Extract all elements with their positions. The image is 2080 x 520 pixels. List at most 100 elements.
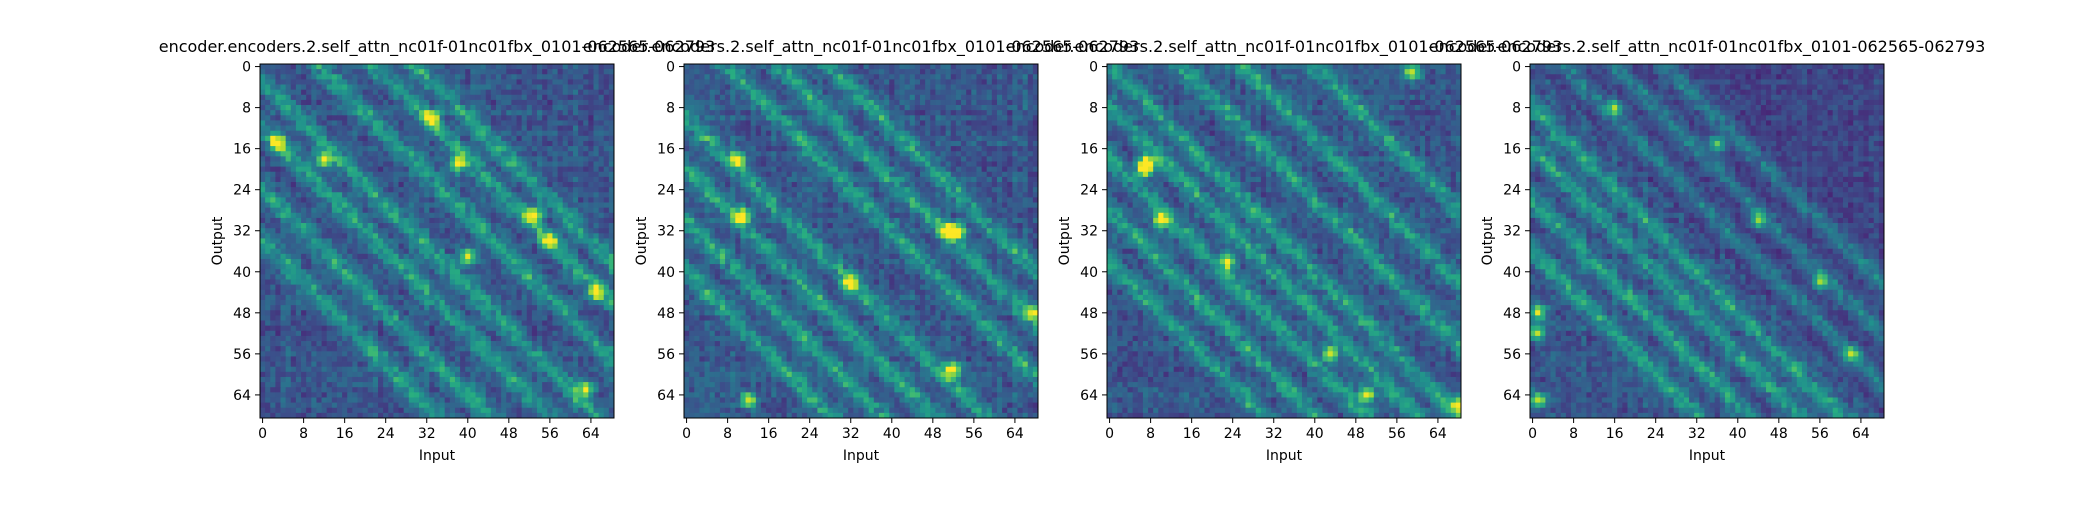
heatmap-cell <box>583 284 589 291</box>
heatmap-cell <box>557 166 564 173</box>
heatmap-cell <box>449 361 456 368</box>
heatmap-cell <box>280 412 287 419</box>
heatmap-cell <box>336 125 343 132</box>
heatmap-cell <box>506 202 512 209</box>
heatmap-cell <box>388 130 394 137</box>
heatmap-cell <box>403 94 410 101</box>
heatmap-cell <box>490 146 497 152</box>
heatmap-cell <box>372 125 379 132</box>
heatmap-cell <box>403 120 410 126</box>
heatmap-cell <box>583 146 589 152</box>
heatmap-cell <box>460 89 466 96</box>
heatmap-cell <box>526 223 533 229</box>
heatmap-cell <box>408 300 415 306</box>
heatmap-cell <box>537 392 543 398</box>
heatmap-cell <box>331 392 338 398</box>
heatmap-cell <box>290 84 297 91</box>
heatmap-cell <box>588 284 594 291</box>
heatmap-cell <box>275 197 281 203</box>
heatmap-cell <box>562 346 569 352</box>
heatmap-cell <box>306 392 312 398</box>
heatmap-cell <box>378 79 384 85</box>
heatmap-cell <box>537 305 543 311</box>
heatmap-cell <box>598 356 605 362</box>
heatmap-cell <box>439 325 446 332</box>
heatmap-cell <box>593 125 600 132</box>
heatmap-cell <box>583 294 589 301</box>
heatmap-cell <box>362 341 369 347</box>
heatmap-cell <box>378 156 384 162</box>
heatmap-cell <box>367 366 374 373</box>
heatmap-cell <box>393 166 399 173</box>
heatmap-cell <box>367 130 374 137</box>
heatmap-cell <box>557 135 564 142</box>
heatmap-cell <box>357 202 364 209</box>
heatmap-cell <box>290 407 297 414</box>
heatmap-cell <box>434 294 440 301</box>
heatmap-cell <box>526 79 533 85</box>
heatmap-cell <box>603 325 610 332</box>
heatmap-cell <box>321 110 328 116</box>
heatmap-cell <box>429 223 435 229</box>
heatmap-cell <box>383 171 389 178</box>
heatmap-cell <box>598 202 605 209</box>
heatmap-cell <box>480 376 487 383</box>
heatmap-cell <box>588 151 594 157</box>
heatmap-cell <box>331 187 338 193</box>
heatmap-cell <box>413 105 420 111</box>
heatmap-cell <box>321 99 328 106</box>
heatmap-cell <box>311 146 317 152</box>
heatmap-cell <box>567 212 574 219</box>
heatmap-cell <box>578 361 584 368</box>
heatmap-cell <box>326 238 333 244</box>
heatmap-cell <box>424 325 430 332</box>
heatmap-cell <box>408 156 415 162</box>
heatmap-cell <box>413 294 420 301</box>
heatmap-cell <box>480 325 487 332</box>
heatmap-cell <box>521 140 528 147</box>
heatmap-cell <box>270 284 276 291</box>
heatmap-cell <box>496 207 502 214</box>
heatmap-cell <box>285 335 292 342</box>
heatmap-cell <box>521 130 528 137</box>
heatmap-cell <box>583 248 589 255</box>
heatmap-cell <box>321 166 328 173</box>
heatmap-cell <box>311 248 317 255</box>
heatmap-cell <box>470 366 476 373</box>
heatmap-cell <box>444 156 451 162</box>
heatmap-cell <box>347 110 353 116</box>
heatmap-cell <box>265 69 271 75</box>
heatmap-cell <box>295 407 302 414</box>
heatmap-cell <box>465 74 471 80</box>
heatmap-cell <box>285 197 292 203</box>
heatmap-cell <box>542 151 548 157</box>
heatmap-cell <box>306 192 312 198</box>
heatmap-cell <box>578 284 584 291</box>
heatmap-cell <box>593 192 600 198</box>
heatmap-cell <box>454 243 461 250</box>
heatmap-cell <box>506 402 512 409</box>
heatmap-cell <box>608 325 615 332</box>
heatmap-cell <box>986 64 993 70</box>
heatmap-cell <box>562 387 569 393</box>
heatmap-cell <box>935 69 941 75</box>
heatmap-cell <box>383 269 389 275</box>
heatmap-cell <box>429 289 435 296</box>
heatmap-cell <box>403 89 410 96</box>
heatmap-cell <box>485 397 492 404</box>
heatmap-cell <box>398 351 405 357</box>
heatmap-cell <box>357 156 364 162</box>
heatmap-cell <box>496 166 502 173</box>
heatmap-cell <box>398 305 405 311</box>
heatmap-cell <box>301 310 307 316</box>
heatmap-cell <box>552 115 558 121</box>
heatmap-cell <box>526 146 533 152</box>
heatmap-cell <box>321 330 328 337</box>
heatmap-cell <box>562 110 569 116</box>
heatmap-cell <box>336 233 343 239</box>
heatmap-cell <box>275 248 281 255</box>
heatmap-cell <box>388 99 394 106</box>
heatmap-cell <box>598 310 605 316</box>
heatmap-cell <box>270 187 276 193</box>
heatmap-cell <box>295 315 302 321</box>
